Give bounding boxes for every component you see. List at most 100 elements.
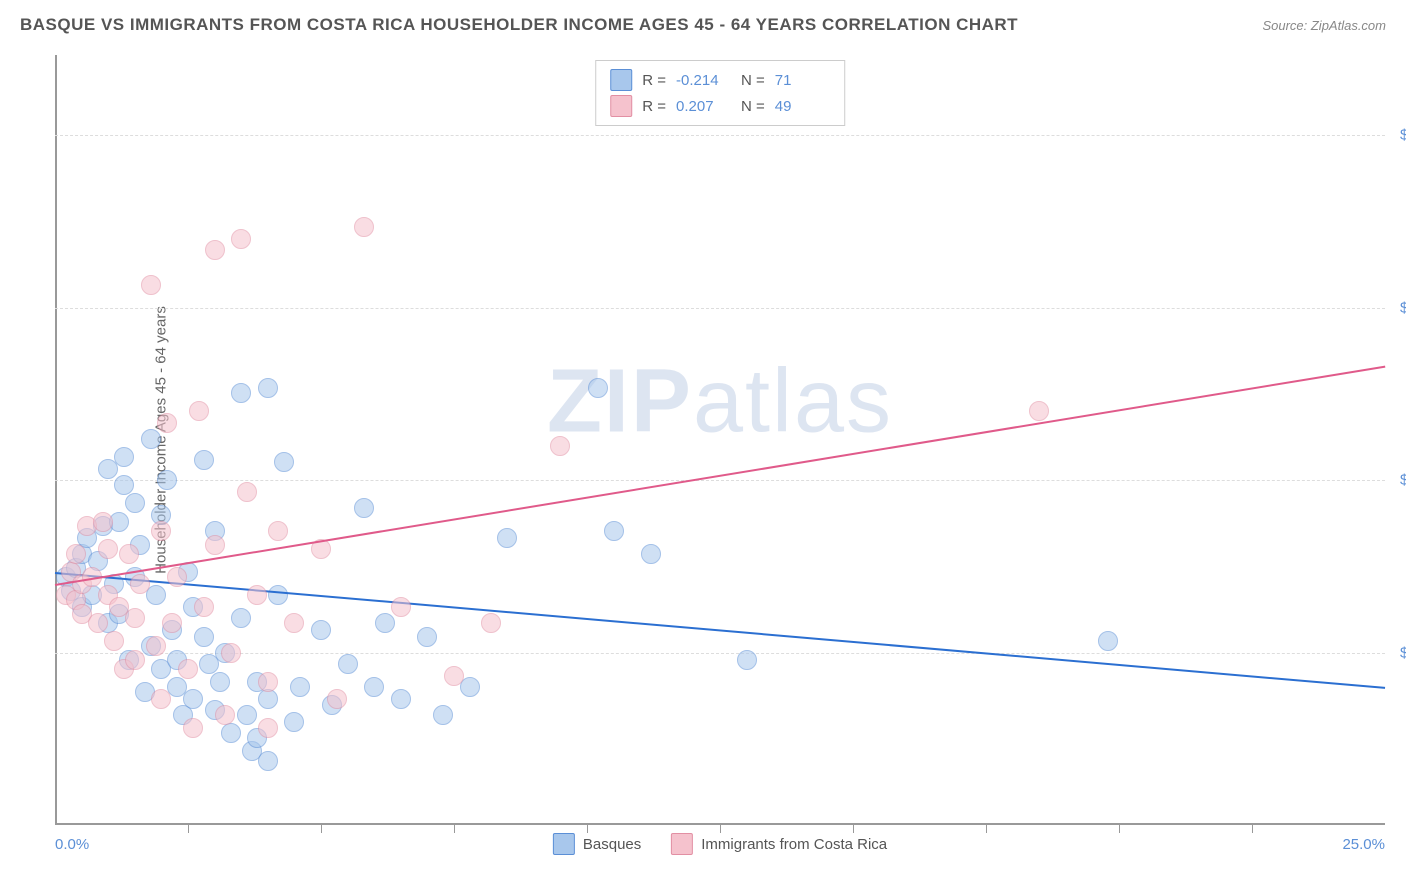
swatch-pink bbox=[671, 833, 693, 855]
data-point bbox=[151, 689, 171, 709]
data-point bbox=[338, 654, 358, 674]
data-point bbox=[125, 650, 145, 670]
x-tick bbox=[720, 825, 721, 833]
gridline bbox=[55, 480, 1385, 481]
data-point bbox=[183, 718, 203, 738]
legend-item-costa-rica: Immigrants from Costa Rica bbox=[671, 833, 887, 855]
x-axis-max-label: 25.0% bbox=[1342, 836, 1385, 853]
trend-line bbox=[55, 365, 1385, 585]
data-point bbox=[157, 470, 177, 490]
data-point bbox=[1029, 401, 1049, 421]
data-point bbox=[354, 217, 374, 237]
chart-plot-area: Householder Income Ages 45 - 64 years 0.… bbox=[55, 55, 1385, 825]
data-point bbox=[104, 631, 124, 651]
data-point bbox=[66, 544, 86, 564]
chart-title: BASQUE VS IMMIGRANTS FROM COSTA RICA HOU… bbox=[20, 15, 1018, 35]
data-point bbox=[88, 613, 108, 633]
data-point bbox=[162, 613, 182, 633]
x-tick bbox=[321, 825, 322, 833]
data-point bbox=[183, 689, 203, 709]
data-point bbox=[354, 498, 374, 518]
swatch-blue bbox=[553, 833, 575, 855]
data-point bbox=[114, 447, 134, 467]
data-point bbox=[550, 436, 570, 456]
x-tick bbox=[1119, 825, 1120, 833]
data-point bbox=[215, 705, 235, 725]
data-point bbox=[167, 567, 187, 587]
series-legend: Basques Immigrants from Costa Rica bbox=[553, 833, 887, 855]
source-attribution: Source: ZipAtlas.com bbox=[1262, 18, 1386, 33]
data-point bbox=[290, 677, 310, 697]
y-tick-label: $75,000 bbox=[1390, 644, 1406, 661]
x-tick bbox=[454, 825, 455, 833]
data-point bbox=[93, 512, 113, 532]
y-tick-label: $150,000 bbox=[1390, 472, 1406, 489]
scatter-plot: $75,000$150,000$225,000$300,000 bbox=[55, 55, 1385, 825]
data-point bbox=[588, 378, 608, 398]
data-point bbox=[258, 378, 278, 398]
data-point bbox=[194, 450, 214, 470]
x-tick bbox=[986, 825, 987, 833]
data-point bbox=[258, 718, 278, 738]
y-tick-label: $300,000 bbox=[1390, 127, 1406, 144]
gridline bbox=[55, 135, 1385, 136]
correlation-legend: R = -0.214 N = 71 R = 0.207 N = 49 bbox=[595, 60, 845, 126]
x-axis-min-label: 0.0% bbox=[55, 836, 89, 853]
data-point bbox=[391, 597, 411, 617]
data-point bbox=[231, 608, 251, 628]
data-point bbox=[194, 597, 214, 617]
data-point bbox=[375, 613, 395, 633]
data-point bbox=[1098, 631, 1118, 651]
data-point bbox=[274, 452, 294, 472]
x-tick bbox=[188, 825, 189, 833]
data-point bbox=[157, 413, 177, 433]
data-point bbox=[247, 585, 267, 605]
x-tick bbox=[853, 825, 854, 833]
data-point bbox=[258, 751, 278, 771]
data-point bbox=[433, 705, 453, 725]
data-point bbox=[237, 482, 257, 502]
data-point bbox=[178, 659, 198, 679]
data-point bbox=[221, 723, 241, 743]
data-point bbox=[237, 705, 257, 725]
legend-row-basques: R = -0.214 N = 71 bbox=[610, 67, 830, 93]
data-point bbox=[210, 672, 230, 692]
data-point bbox=[205, 535, 225, 555]
data-point bbox=[364, 677, 384, 697]
x-tick bbox=[587, 825, 588, 833]
data-point bbox=[268, 585, 288, 605]
swatch-blue bbox=[610, 69, 632, 91]
data-point bbox=[460, 677, 480, 697]
data-point bbox=[231, 229, 251, 249]
gridline bbox=[55, 653, 1385, 654]
x-tick bbox=[1252, 825, 1253, 833]
data-point bbox=[497, 528, 517, 548]
data-point bbox=[641, 544, 661, 564]
data-point bbox=[311, 620, 331, 640]
data-point bbox=[205, 240, 225, 260]
data-point bbox=[284, 712, 304, 732]
data-point bbox=[604, 521, 624, 541]
data-point bbox=[125, 608, 145, 628]
data-point bbox=[194, 627, 214, 647]
swatch-pink bbox=[610, 95, 632, 117]
data-point bbox=[189, 401, 209, 421]
data-point bbox=[737, 650, 757, 670]
data-point bbox=[130, 574, 150, 594]
data-point bbox=[268, 521, 288, 541]
data-point bbox=[417, 627, 437, 647]
data-point bbox=[125, 493, 145, 513]
data-point bbox=[231, 383, 251, 403]
data-point bbox=[141, 429, 161, 449]
data-point bbox=[98, 539, 118, 559]
data-point bbox=[141, 275, 161, 295]
data-point bbox=[114, 475, 134, 495]
data-point bbox=[151, 521, 171, 541]
data-point bbox=[146, 585, 166, 605]
data-point bbox=[258, 672, 278, 692]
data-point bbox=[221, 643, 241, 663]
data-point bbox=[146, 636, 166, 656]
y-tick-label: $225,000 bbox=[1390, 299, 1406, 316]
legend-item-basques: Basques bbox=[553, 833, 641, 855]
legend-row-costa-rica: R = 0.207 N = 49 bbox=[610, 93, 830, 119]
